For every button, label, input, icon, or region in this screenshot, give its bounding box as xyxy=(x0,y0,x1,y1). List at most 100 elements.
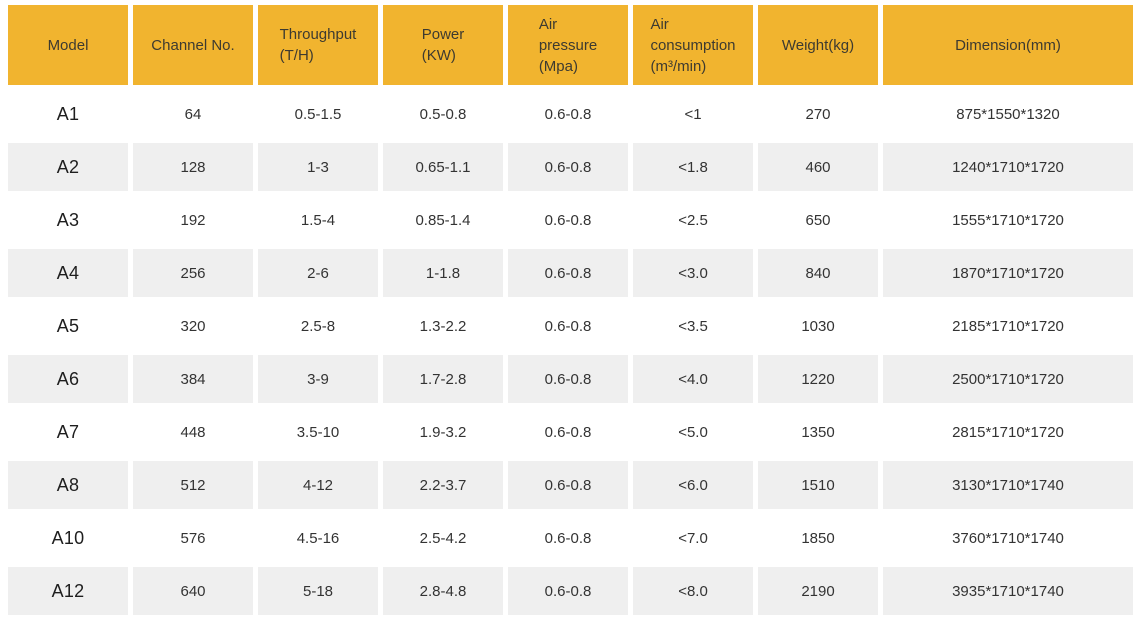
header-cell-power: Power (KW) xyxy=(383,5,503,85)
header-cell-model: Model xyxy=(8,5,128,85)
throughput-cell: 1-3 xyxy=(258,143,378,191)
model-cell: A3 xyxy=(8,196,128,244)
header-cell-weight: Weight(kg) xyxy=(758,5,878,85)
table-row-a10: A10 576 4.5-16 2.5-4.2 0.6-0.8 <7.0 1850 3760*1… xyxy=(8,514,1133,562)
channel-no-cell: 448 xyxy=(133,408,253,456)
channel-no-cell: 256 xyxy=(133,249,253,297)
throughput-cell: 4-12 xyxy=(258,461,378,509)
header-label-air-pressure: Air pressure (Mpa) xyxy=(538,15,598,75)
weight-cell: 270 xyxy=(758,90,878,138)
header-cell-throughput: Throughput (T/H) xyxy=(258,5,378,85)
model-cell: A10 xyxy=(8,514,128,562)
table-row-a7: A7 448 3.5-10 1.9-3.2 0.6-0.8 <5.0 1350 2815*17… xyxy=(8,408,1133,456)
spec-table: Model Channel No. Throughput (T/H) Power (K… xyxy=(3,0,1138,620)
air-consumption-cell: <2.5 xyxy=(633,196,753,244)
dimension-cell: 2500*1710*1720 xyxy=(883,355,1133,403)
power-cell: 1.7-2.8 xyxy=(383,355,503,403)
model-cell: A12 xyxy=(8,567,128,615)
dimension-cell: 3760*1710*1740 xyxy=(883,514,1133,562)
header-label-dimension: Dimension(mm) xyxy=(955,36,1061,54)
dimension-cell: 875*1550*1320 xyxy=(883,90,1133,138)
air-pressure-cell: 0.6-0.8 xyxy=(508,249,628,297)
table-header-row: Model Channel No. Throughput (T/H) Power (K… xyxy=(8,5,1133,85)
channel-no-cell: 384 xyxy=(133,355,253,403)
air-pressure-cell: 0.6-0.8 xyxy=(508,408,628,456)
header-label-throughput: Throughput (T/H) xyxy=(279,26,357,64)
throughput-cell: 5-18 xyxy=(258,567,378,615)
air-consumption-cell: <8.0 xyxy=(633,567,753,615)
power-cell: 2.8-4.8 xyxy=(383,567,503,615)
table-row-a4: A4 256 2-6 1-1.8 0.6-0.8 <3.0 840 1870*1710*172… xyxy=(8,249,1133,297)
table-row-a3: A3 192 1.5-4 0.85-1.4 0.6-0.8 <2.5 650 1555*171… xyxy=(8,196,1133,244)
weight-cell: 2190 xyxy=(758,567,878,615)
table-row-a5: A5 320 2.5-8 1.3-2.2 0.6-0.8 <3.5 1030 2185*171… xyxy=(8,302,1133,350)
air-consumption-cell: <3.0 xyxy=(633,249,753,297)
table-row-a6: A6 384 3-9 1.7-2.8 0.6-0.8 <4.0 1220 2500*1710*… xyxy=(8,355,1133,403)
air-pressure-cell: 0.6-0.8 xyxy=(508,302,628,350)
air-pressure-cell: 0.6-0.8 xyxy=(508,143,628,191)
dimension-cell: 1240*1710*1720 xyxy=(883,143,1133,191)
model-cell: A5 xyxy=(8,302,128,350)
throughput-cell: 2-6 xyxy=(258,249,378,297)
table-header-row: Model Channel No. Throughput (T/H) Power (K… xyxy=(8,5,1133,85)
table-row-a8: A8 512 4-12 2.2-3.7 0.6-0.8 <6.0 1510 3130*1710… xyxy=(8,461,1133,509)
model-cell: A7 xyxy=(8,408,128,456)
dimension-cell: 1555*1710*1720 xyxy=(883,196,1133,244)
dimension-cell: 1870*1710*1720 xyxy=(883,249,1133,297)
air-pressure-cell: 0.6-0.8 xyxy=(508,355,628,403)
model-cell: A6 xyxy=(8,355,128,403)
header-cell-air-pressure: Air pressure (Mpa) xyxy=(508,5,628,85)
air-consumption-cell: <3.5 xyxy=(633,302,753,350)
power-cell: 2.5-4.2 xyxy=(383,514,503,562)
power-cell: 1.3-2.2 xyxy=(383,302,503,350)
throughput-cell: 3-9 xyxy=(258,355,378,403)
power-cell: 0.85-1.4 xyxy=(383,196,503,244)
power-cell: 1-1.8 xyxy=(383,249,503,297)
header-label-channel-no: Channel No. xyxy=(151,36,235,54)
header-label-model: Model xyxy=(47,36,89,54)
header-label-power: Power (KW) xyxy=(421,26,465,64)
power-cell: 2.2-3.7 xyxy=(383,461,503,509)
air-pressure-cell: 0.6-0.8 xyxy=(508,514,628,562)
weight-cell: 840 xyxy=(758,249,878,297)
model-cell: A2 xyxy=(8,143,128,191)
channel-no-cell: 640 xyxy=(133,567,253,615)
air-pressure-cell: 0.6-0.8 xyxy=(508,461,628,509)
channel-no-cell: 128 xyxy=(133,143,253,191)
air-consumption-cell: <1 xyxy=(633,90,753,138)
header-cell-dimension: Dimension(mm) xyxy=(883,5,1133,85)
throughput-cell: 4.5-16 xyxy=(258,514,378,562)
table-body: A1 64 0.5-1.5 0.5-0.8 0.6-0.8 <1 270 875*1550*1… xyxy=(8,90,1133,615)
model-cell: A8 xyxy=(8,461,128,509)
air-pressure-cell: 0.6-0.8 xyxy=(508,567,628,615)
air-consumption-cell: <7.0 xyxy=(633,514,753,562)
channel-no-cell: 192 xyxy=(133,196,253,244)
air-pressure-cell: 0.6-0.8 xyxy=(508,90,628,138)
throughput-cell: 2.5-8 xyxy=(258,302,378,350)
dimension-cell: 2185*1710*1720 xyxy=(883,302,1133,350)
throughput-cell: 1.5-4 xyxy=(258,196,378,244)
weight-cell: 650 xyxy=(758,196,878,244)
header-label-weight: Weight(kg) xyxy=(781,36,855,54)
air-consumption-cell: <1.8 xyxy=(633,143,753,191)
channel-no-cell: 512 xyxy=(133,461,253,509)
dimension-cell: 3130*1710*1740 xyxy=(883,461,1133,509)
table-row-a1: A1 64 0.5-1.5 0.5-0.8 0.6-0.8 <1 270 875*1550*1… xyxy=(8,90,1133,138)
air-consumption-cell: <4.0 xyxy=(633,355,753,403)
header-cell-channel-no: Channel No. xyxy=(133,5,253,85)
air-consumption-cell: <5.0 xyxy=(633,408,753,456)
header-label-air-consumption: Air consumption (m³/min) xyxy=(650,15,736,75)
power-cell: 1.9-3.2 xyxy=(383,408,503,456)
weight-cell: 1510 xyxy=(758,461,878,509)
throughput-cell: 3.5-10 xyxy=(258,408,378,456)
table-row-a12: A12 640 5-18 2.8-4.8 0.6-0.8 <8.0 2190 3935*171… xyxy=(8,567,1133,615)
channel-no-cell: 320 xyxy=(133,302,253,350)
channel-no-cell: 64 xyxy=(133,90,253,138)
table-row-a2: A2 128 1-3 0.65-1.1 0.6-0.8 <1.8 460 1240*1710*… xyxy=(8,143,1133,191)
weight-cell: 1850 xyxy=(758,514,878,562)
model-cell: A4 xyxy=(8,249,128,297)
power-cell: 0.65-1.1 xyxy=(383,143,503,191)
dimension-cell: 2815*1710*1720 xyxy=(883,408,1133,456)
weight-cell: 1220 xyxy=(758,355,878,403)
weight-cell: 1350 xyxy=(758,408,878,456)
